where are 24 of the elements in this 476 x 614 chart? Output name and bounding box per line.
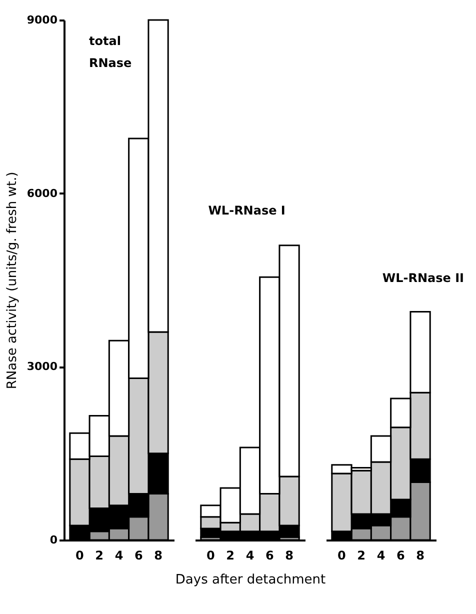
x-tick-label: 8 [154,548,162,562]
x-tick-label: 6 [134,548,143,562]
x-tick-label: 6 [265,548,274,562]
x-tick-label: 0 [206,548,215,562]
y-tick-label: 3000 [26,360,58,374]
x-tick-label: 4 [376,548,386,562]
x-tick-label: 4 [246,548,254,562]
x-tick-label: 4 [114,548,124,562]
x-tick-label: 6 [396,548,405,562]
x-tick-label: 2 [357,548,366,562]
annotation: WL-RNase I [208,204,286,218]
x-tick-label: 0 [338,548,346,562]
x-tick-label: 2 [226,548,235,562]
annotation: WL-RNase II [382,271,464,286]
x-tick-label: 0 [76,548,84,562]
annotation: total RNase [89,34,132,70]
y-tick-label: 6000 [26,186,58,200]
x-tick-label: 8 [285,548,294,562]
x-tick-label: 8 [416,548,424,562]
y-axis-title: RNase activity (units/g. fresh wt.) [4,172,20,390]
y-tick-label: 9000 [26,14,58,26]
x-tick-label: 2 [95,548,104,562]
x-axis-title: Days after detachment [175,572,326,588]
y-tick-label: 0 [50,534,58,546]
